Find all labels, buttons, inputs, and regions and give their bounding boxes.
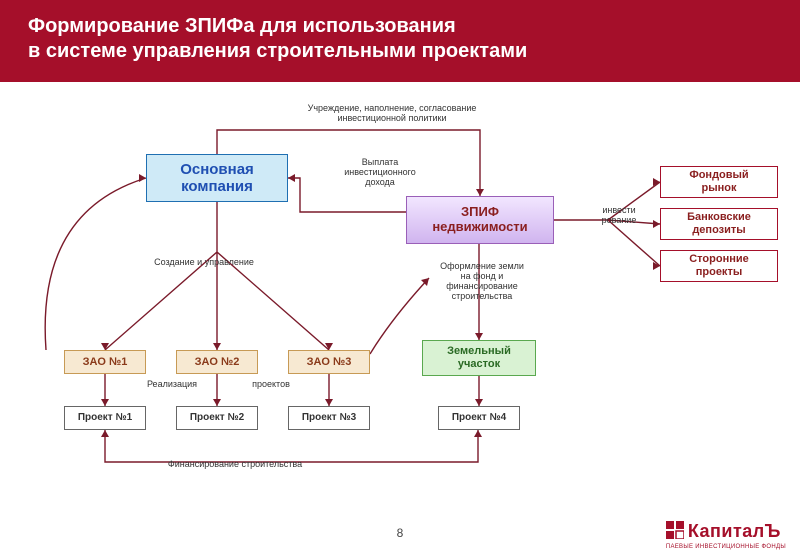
node-stock: Фондовыйрынок	[660, 166, 778, 198]
node-zao3: ЗАО №3	[288, 350, 370, 374]
label-l_create: Создание и управление	[134, 258, 274, 268]
slide: Формирование ЗПИФа для использования в с…	[0, 0, 800, 558]
logo-icon	[666, 521, 684, 544]
diagram-canvas: Основнаякомпания ЗПИФнедвижимости ЗАО №1 ЗА…	[0, 82, 800, 558]
footer-logo: КапиталЪ ПАЕВЫЕ ИНВЕСТИЦИОННЫЕ ФОНДЫ	[666, 521, 786, 550]
label-l_dohod: Выплатаинвестиционногодохода	[320, 158, 440, 188]
node-main_company: Основнаякомпания	[146, 154, 288, 202]
header-line2: в системе управления строительными проек…	[28, 39, 772, 64]
node-zao2: ЗАО №2	[176, 350, 258, 374]
node-proj4: Проект №4	[438, 406, 520, 430]
node-proj3: Проект №3	[288, 406, 370, 430]
node-projects: Сторонниепроекты	[660, 250, 778, 282]
arrows-layer	[0, 82, 800, 558]
brand-name: КапиталЪ	[666, 521, 786, 544]
label-l_uchrezh: Учреждение, наполнение, согласованиеинве…	[282, 104, 502, 124]
label-l_realiz2: проектов	[244, 380, 298, 390]
label-l_invest: инвестирование	[594, 206, 644, 226]
slide-header: Формирование ЗПИФа для использования в с…	[0, 0, 800, 82]
brand-tagline: ПАЕВЫЕ ИНВЕСТИЦИОННЫЕ ФОНДЫ	[666, 544, 786, 550]
node-zpif: ЗПИФнедвижимости	[406, 196, 554, 244]
label-l_oform: Оформление землина фонд ифинансированиес…	[424, 262, 540, 302]
node-land: Земельныйучасток	[422, 340, 536, 376]
node-proj2: Проект №2	[176, 406, 258, 430]
brand-text: КапиталЪ	[688, 521, 781, 541]
node-zao1: ЗАО №1	[64, 350, 146, 374]
label-l_finstroy: Финансирование строительства	[140, 460, 330, 470]
header-line1: Формирование ЗПИФа для использования	[28, 14, 772, 39]
label-l_realiz: Реализация	[142, 380, 202, 390]
node-deposits: Банковскиедепозиты	[660, 208, 778, 240]
node-proj1: Проект №1	[64, 406, 146, 430]
